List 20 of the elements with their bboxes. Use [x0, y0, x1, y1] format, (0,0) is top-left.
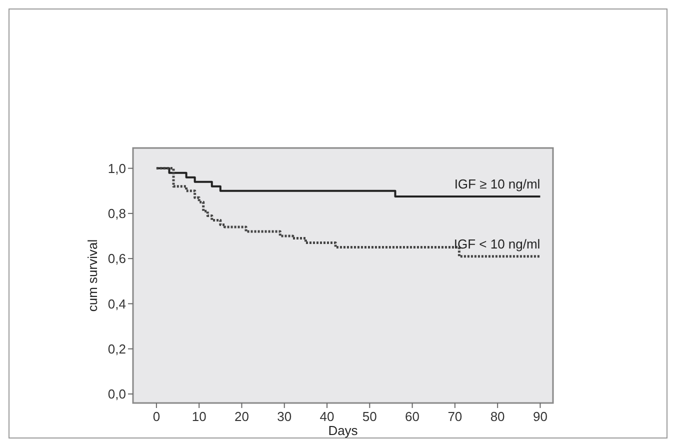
x-tick-label: 90 [532, 409, 548, 424]
series-label: IGF < 10 ng/ml [454, 236, 540, 252]
x-tick-label: 10 [192, 409, 206, 424]
y-axis-title: cum survival [85, 239, 100, 312]
y-tick-label: 0,0 [108, 386, 126, 402]
x-tick-label: 20 [234, 409, 249, 424]
y-tick-label: 0,2 [108, 341, 126, 356]
x-tick-label: 80 [490, 409, 505, 424]
x-tick-label: 50 [362, 409, 377, 424]
y-tick-label: 0,8 [108, 206, 126, 221]
series-label: IGF ≥ 10 ng/ml [454, 176, 540, 192]
x-tick-label: 70 [448, 409, 462, 424]
y-tick-label: 1,0 [108, 160, 126, 176]
x-axis-title: Days [328, 423, 358, 438]
y-tick-label: 0,4 [108, 296, 126, 312]
x-tick-label: 40 [320, 409, 334, 424]
y-tick-label: 0,6 [108, 251, 126, 266]
x-tick-label: 30 [277, 409, 292, 424]
x-tick-label: 60 [405, 409, 420, 424]
x-tick-label: 0 [152, 409, 160, 424]
